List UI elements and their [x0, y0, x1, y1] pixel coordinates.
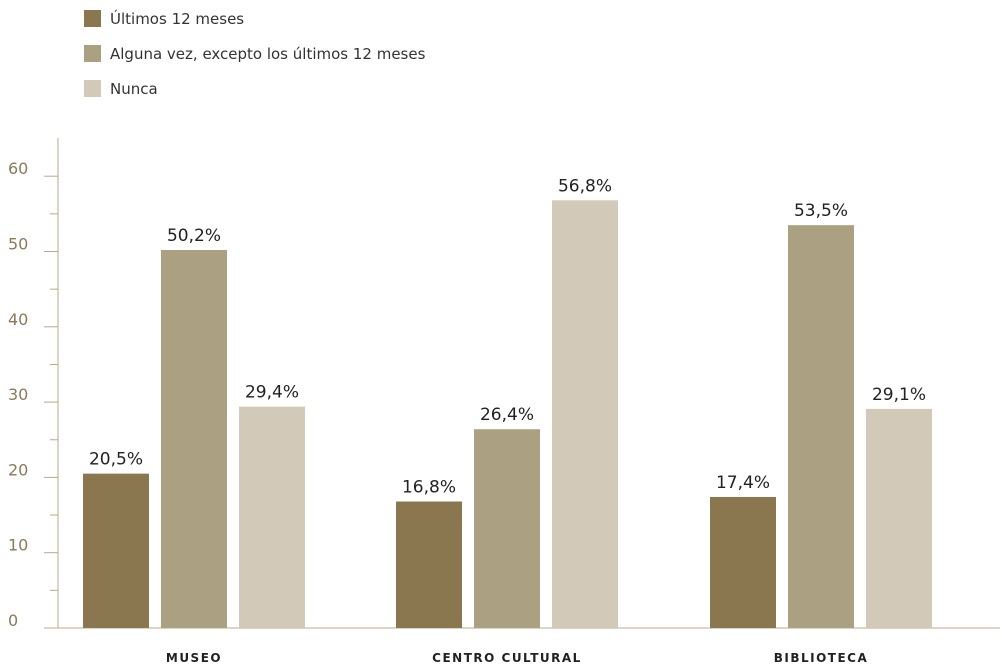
bar-value-label: 29,4%: [245, 383, 299, 403]
category-label: CENTRO CULTURAL: [432, 651, 582, 665]
legend-label: Nunca: [110, 80, 158, 98]
bar-value-label: 20,5%: [89, 450, 143, 470]
bar: [710, 496, 776, 628]
y-tick-label: 40: [8, 310, 28, 329]
bar: [866, 408, 932, 628]
bar: [552, 200, 618, 628]
category-label: MUSEO: [166, 651, 222, 665]
bar: [83, 473, 149, 628]
y-tick-label: 0: [8, 611, 18, 630]
legend: Últimos 12 meses Alguna vez, excepto los…: [84, 9, 426, 98]
bar-value-label: 50,2%: [167, 226, 221, 246]
y-tick-label: 20: [8, 460, 28, 479]
legend-label: Últimos 12 meses: [110, 9, 244, 28]
bar: [239, 406, 305, 628]
y-tick-label: 50: [8, 235, 28, 254]
data-labels: 20,5% 50,2% 29,4% 16,8% 26,4% 56,8% 17,4% 53,5%…: [89, 176, 926, 497]
legend-item: Alguna vez, excepto los últimos 12 meses: [84, 45, 426, 63]
category-label: BIBLIOTECA: [774, 651, 869, 665]
legend-item: Nunca: [84, 80, 158, 98]
bar: [161, 249, 227, 628]
y-tick-label: 60: [8, 159, 28, 178]
bar: [396, 501, 462, 628]
legend-label: Alguna vez, excepto los últimos 12 meses: [110, 45, 426, 63]
y-tick-label: 30: [8, 385, 28, 404]
category-labels: MUSEO CENTRO CULTURAL BIBLIOTECA: [166, 651, 869, 665]
y-axis-ticks: 0 10 20 30 40 50 60: [8, 159, 58, 630]
bar-value-label: 53,5%: [794, 201, 848, 221]
bar-value-label: 26,4%: [480, 405, 534, 425]
bar-value-label: 56,8%: [558, 176, 612, 196]
legend-swatch: [84, 45, 101, 62]
bar-value-label: 17,4%: [716, 473, 770, 493]
bar-value-label: 16,8%: [402, 477, 456, 497]
bar: [788, 225, 854, 628]
bar: [474, 429, 540, 628]
y-tick-label: 10: [8, 536, 28, 555]
legend-item: Últimos 12 meses: [84, 9, 244, 28]
bar-value-label: 29,1%: [872, 385, 926, 405]
bars: [83, 200, 932, 628]
legend-swatch: [84, 80, 101, 97]
legend-swatch: [84, 10, 101, 27]
